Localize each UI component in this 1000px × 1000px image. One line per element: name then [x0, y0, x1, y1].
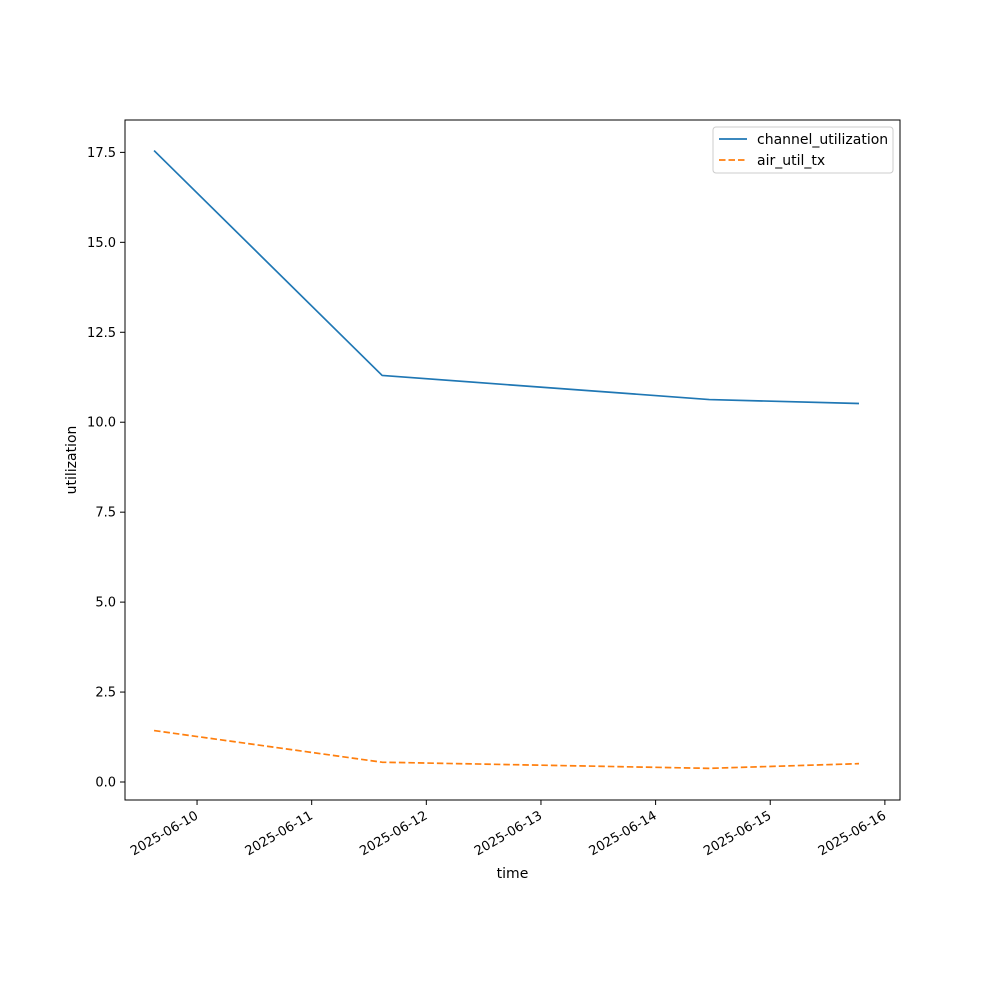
- y-tick-label: 0.0: [95, 776, 116, 791]
- y-tick-label: 15.0: [87, 236, 116, 251]
- plot-frame: [124, 119, 901, 801]
- x-axis-label: time: [497, 866, 529, 882]
- series-line-air-util-tx: [153, 729, 860, 770]
- legend: channel_utilization air_util_tx: [712, 126, 894, 174]
- legend-box: [712, 126, 894, 174]
- y-tick-label: 2.5: [95, 686, 116, 701]
- y-axis-ticks: 0.0 2.5 5.0 7.5 10.0 12.5 15.0 17.5: [87, 146, 125, 791]
- y-tick-label: 17.5: [87, 146, 116, 161]
- y-axis-label: utilization: [64, 426, 80, 495]
- series-line-channel-utilization: [153, 149, 860, 405]
- plot-area: [125, 120, 900, 800]
- y-tick-label: 5.0: [95, 596, 116, 611]
- y-tick-label: 10.0: [87, 416, 116, 431]
- legend-label: channel_utilization: [757, 132, 888, 148]
- series-layer: [153, 149, 860, 770]
- y-tick-label: 12.5: [87, 326, 116, 341]
- y-tick-label: 7.5: [95, 506, 116, 521]
- legend-label: air_util_tx: [757, 153, 825, 169]
